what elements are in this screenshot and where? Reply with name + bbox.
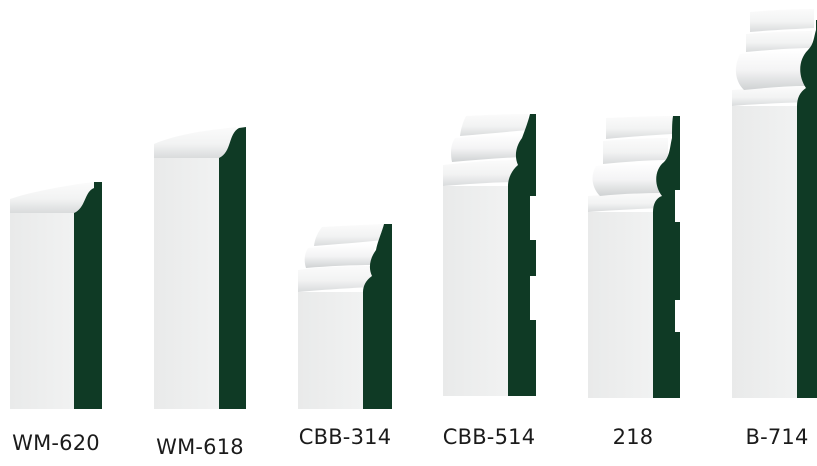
molding-cbb514-back-relief <box>530 196 536 240</box>
molding-wm618-face <box>154 158 219 409</box>
molding-b714-bead <box>735 50 808 90</box>
molding-label-b714: B-714 <box>745 425 809 449</box>
molding-wm618 <box>154 127 246 409</box>
molding-cbb514-face <box>443 186 508 396</box>
molding-218-back-relief <box>675 300 680 332</box>
molding-218-back-relief <box>675 190 680 222</box>
molding-b714-face <box>732 106 797 398</box>
molding-218 <box>588 116 680 398</box>
molding-label-cbb514: CBB-514 <box>442 425 536 449</box>
molding-b714 <box>732 9 817 398</box>
molding-b714-lower-band <box>732 87 806 106</box>
molding-cbb514-lower-band <box>443 160 518 186</box>
molding-218-profile <box>653 116 680 398</box>
molding-label-wm618: WM-618 <box>156 435 244 459</box>
molding-label-218: 218 <box>612 425 654 449</box>
molding-label-wm620: WM-620 <box>12 431 100 455</box>
molding-wm620 <box>10 182 102 409</box>
molding-wm620-cap <box>10 182 94 213</box>
molding-wm620-face <box>10 213 74 409</box>
molding-wm618-profile <box>219 127 246 409</box>
molding-218-bead <box>592 163 664 196</box>
molding-cbb514 <box>443 114 536 396</box>
molding-cbb514-back-relief <box>530 276 536 320</box>
molding-b714-middle-band <box>746 31 812 52</box>
molding-label-cbb314: CBB-314 <box>298 425 392 449</box>
molding-cbb314-bead <box>304 244 374 268</box>
molding-cbb314 <box>298 224 392 409</box>
molding-b714-cap <box>750 9 814 32</box>
molding-218-lower-band <box>588 193 662 212</box>
molding-cbb314-cap <box>314 224 383 246</box>
molding-cbb314-profile <box>363 224 392 409</box>
molding-218-cap <box>606 116 672 139</box>
molding-wm620-profile <box>74 182 102 409</box>
molding-cbb514-cap <box>460 114 528 136</box>
molding-cbb514-bead <box>451 134 522 162</box>
molding-218-face <box>588 212 653 398</box>
molding-218-middle-band <box>603 138 668 164</box>
molding-cbb314-face <box>298 292 363 409</box>
molding-cbb514-profile <box>508 114 536 396</box>
molding-b714-profile <box>797 20 817 398</box>
molding-wm618-cap <box>154 127 236 158</box>
molding-cbb314-lower-band <box>298 266 372 292</box>
